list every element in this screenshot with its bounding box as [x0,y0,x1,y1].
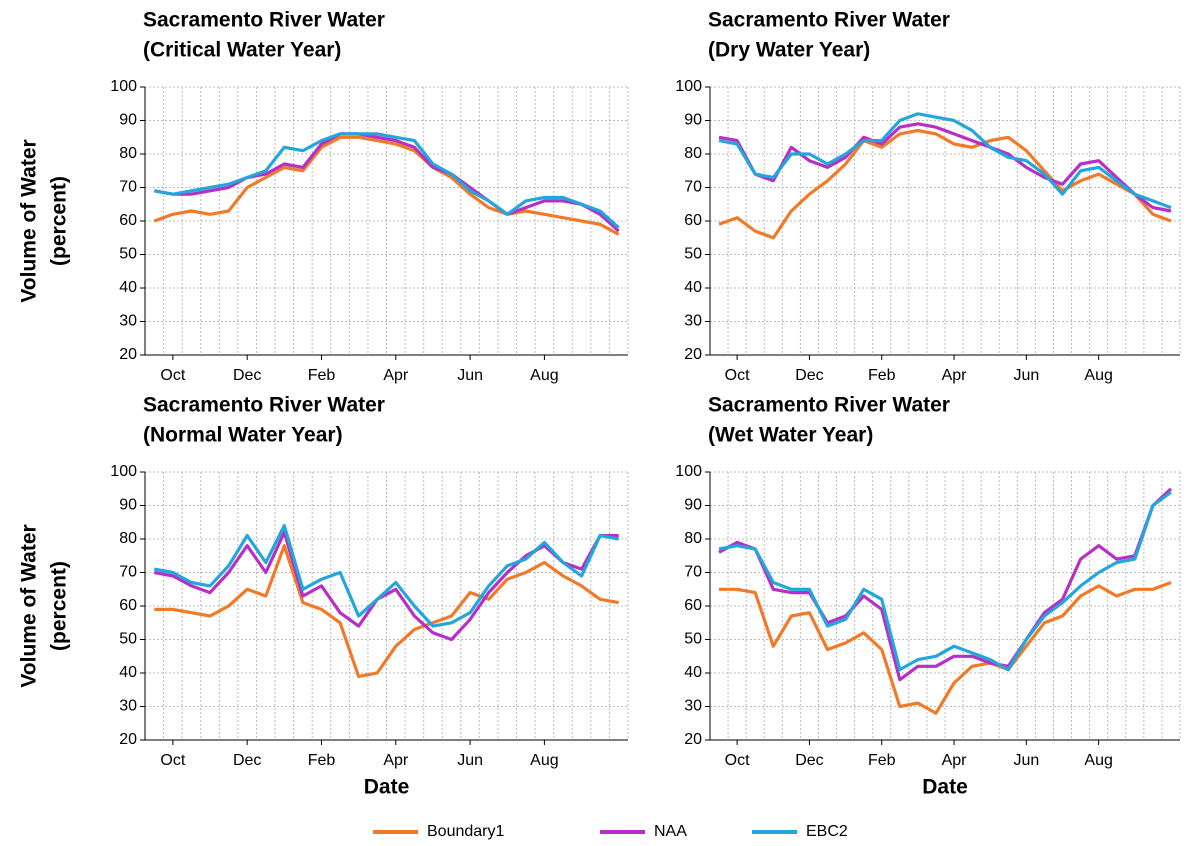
x-tick-label: Jun [457,367,483,384]
y-axis-label: (percent) [48,561,71,651]
chart-subtitle: (Wet Water Year) [708,424,873,447]
chart-title: Sacramento River Water [143,9,385,32]
x-tick-label: Aug [1084,367,1112,384]
x-tick-label: Oct [725,367,750,384]
y-tick-label: 60 [119,597,137,614]
y-axis-label: Volume of Water [18,139,41,302]
y-tick-label: 80 [684,530,702,547]
x-tick-label: Dec [795,752,823,769]
y-tick-label: 30 [119,698,137,715]
y-tick-label: 20 [684,346,702,363]
series-line [153,135,620,236]
y-tick-label: 70 [684,564,702,581]
y-tick-label: 40 [684,664,702,681]
x-tick-label: Dec [233,367,261,384]
y-tick-label: 100 [110,463,137,480]
y-tick-label: 100 [675,463,702,480]
x-tick-label: Oct [160,752,185,769]
x-axis-label: Date [364,776,410,799]
series-line [718,112,1172,210]
x-tick-label: Oct [725,752,750,769]
y-tick-label: 50 [119,631,137,648]
x-tick-label: Jun [457,752,483,769]
y-tick-label: 70 [119,179,137,196]
x-tick-label: Feb [868,367,896,384]
y-tick-label: 30 [119,313,137,330]
series-line [718,122,1172,213]
y-tick-label: 30 [684,313,702,330]
series-line [154,132,620,233]
y-tick-label: 80 [684,145,702,162]
series-line [154,132,620,229]
y-tick-label: 20 [119,346,137,363]
x-tick-label: Aug [1084,752,1112,769]
x-tick-label: Feb [308,367,336,384]
y-tick-label: 50 [119,246,137,263]
y-tick-label: 70 [684,179,702,196]
y-tick-label: 60 [119,212,137,229]
chart-title: Sacramento River Water [708,9,950,32]
series-line [154,524,619,628]
series-line [718,487,1173,682]
series-line [718,490,1172,672]
legend-label: EBC2 [806,823,848,840]
y-tick-label: 40 [684,279,702,296]
y-tick-label: 100 [675,78,702,95]
series-line [154,530,619,642]
y-tick-label: 20 [119,731,137,748]
y-axis-label: Volume of Water [18,524,41,687]
x-tick-label: Apr [942,752,968,769]
x-tick-label: Aug [530,367,558,384]
legend-label: NAA [654,823,687,840]
x-tick-label: Aug [530,752,558,769]
y-tick-label: 80 [119,530,137,547]
x-tick-label: Apr [383,367,409,384]
x-tick-label: Feb [308,752,336,769]
x-tick-label: Oct [160,367,185,384]
y-tick-label: 50 [684,246,702,263]
x-tick-label: Feb [868,752,896,769]
y-tick-label: 100 [110,78,137,95]
series-line [154,544,619,678]
chart-subtitle: (Normal Water Year) [143,424,343,447]
series-line [718,128,1172,240]
y-tick-label: 60 [684,597,702,614]
y-tick-label: 40 [119,279,137,296]
x-tick-label: Dec [795,367,823,384]
x-tick-label: Apr [383,752,409,769]
y-tick-label: 70 [119,564,137,581]
y-tick-label: 90 [684,497,702,514]
x-tick-label: Apr [942,367,968,384]
y-tick-label: 20 [684,731,702,748]
y-tick-label: 50 [684,631,702,648]
x-axis-label: Date [922,776,968,799]
chart-title: Sacramento River Water [143,394,385,417]
x-tick-label: Jun [1013,367,1039,384]
series-line [719,581,1172,715]
y-tick-label: 60 [684,212,702,229]
chart-subtitle: (Critical Water Year) [143,39,341,62]
y-axis-label: (percent) [48,176,71,266]
y-tick-label: 90 [684,112,702,129]
x-tick-label: Dec [233,752,261,769]
y-tick-label: 40 [119,664,137,681]
y-tick-label: 90 [119,112,137,129]
y-tick-label: 30 [684,698,702,715]
chart-subtitle: (Dry Water Year) [708,39,870,62]
chart-title: Sacramento River Water [708,394,950,417]
legend-label: Boundary1 [427,823,504,840]
y-tick-label: 80 [119,145,137,162]
y-tick-label: 90 [119,497,137,514]
x-tick-label: Jun [1013,752,1039,769]
